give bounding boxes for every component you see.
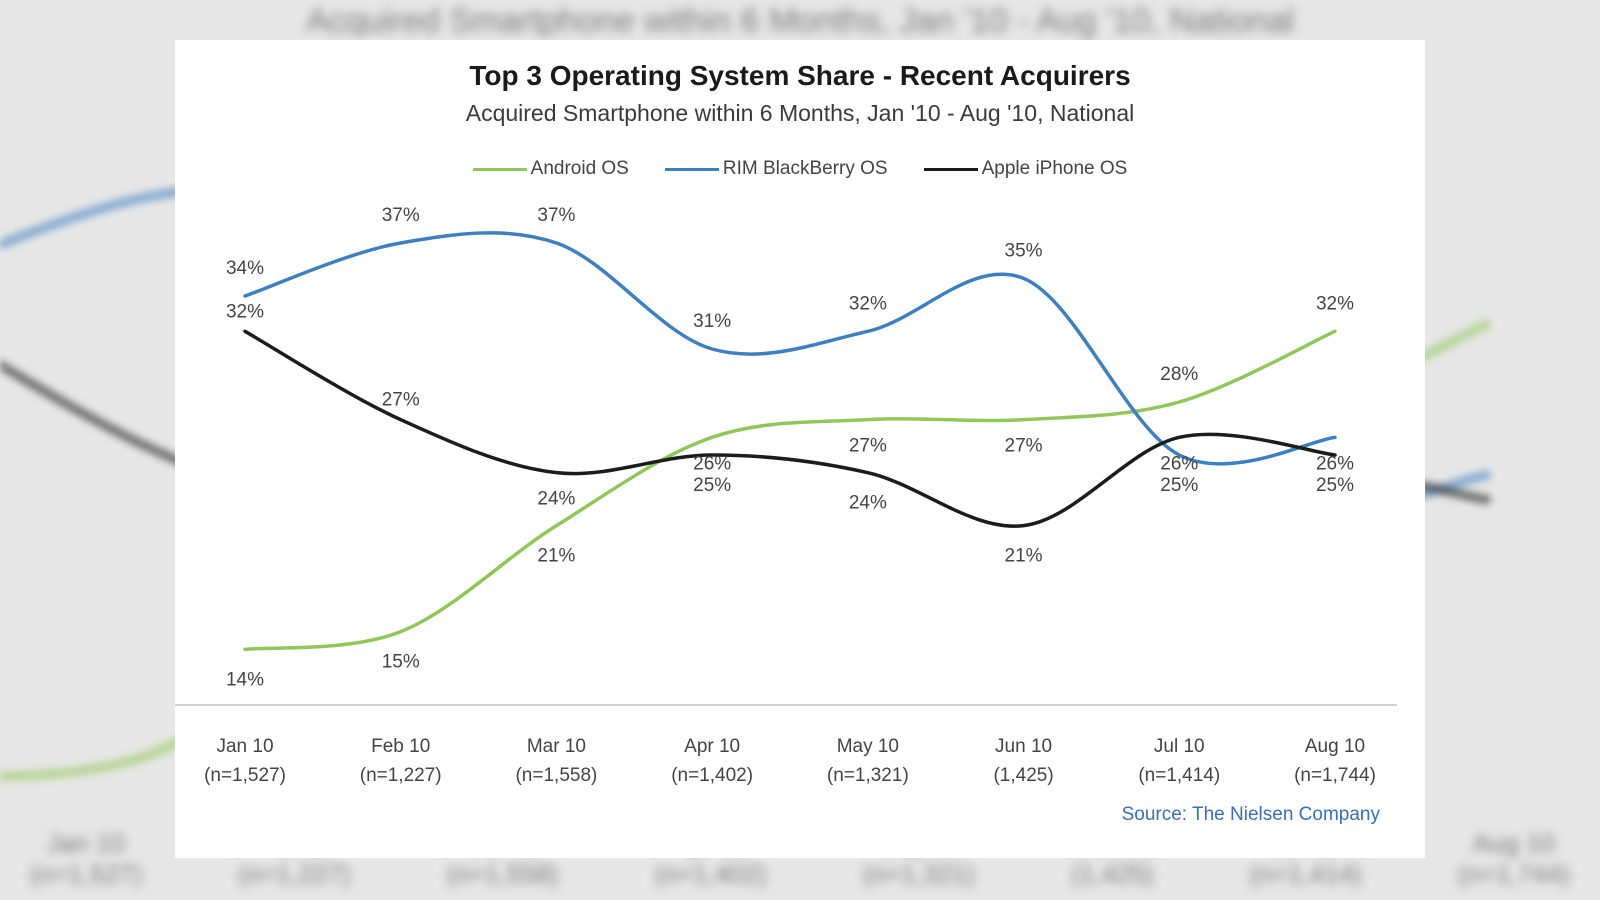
data-label-android-os: 27% bbox=[849, 436, 887, 457]
data-label-rim-blackberry-os: 25% bbox=[1160, 475, 1198, 496]
data-label-apple-iphone-os: 25% bbox=[1316, 475, 1354, 496]
x-tick-sample-size: (n=1,227) bbox=[360, 765, 442, 786]
x-tick-sample-size: (n=1,527) bbox=[204, 765, 286, 786]
chart-card: Top 3 Operating System Share - Recent Ac… bbox=[175, 40, 1425, 858]
data-label-android-os: 15% bbox=[382, 652, 420, 673]
x-tick-label: Mar 10 bbox=[527, 736, 586, 757]
data-label-apple-iphone-os: 32% bbox=[226, 301, 264, 322]
legend-label: RIM BlackBerry OS bbox=[722, 158, 888, 179]
data-label-apple-iphone-os: 27% bbox=[382, 390, 420, 411]
legend-label: Android OS bbox=[530, 158, 629, 179]
x-tick-label: Aug 10 bbox=[1305, 736, 1365, 757]
data-label-apple-iphone-os: 24% bbox=[849, 493, 887, 514]
series-line-apple-iphone-os bbox=[243, 329, 1337, 528]
legend-swatch bbox=[472, 167, 527, 171]
data-label-android-os: 28% bbox=[1160, 364, 1198, 385]
data-label-rim-blackberry-os: 34% bbox=[226, 258, 264, 279]
backdrop-tick-label: Aug 10 (n=1,744) bbox=[1457, 828, 1570, 889]
chart-title: Top 3 Operating System Share - Recent Ac… bbox=[469, 60, 1131, 91]
series-line-rim-blackberry-os bbox=[243, 231, 1337, 466]
x-tick-sample-size: (n=1,414) bbox=[1138, 765, 1220, 786]
legend-swatch bbox=[664, 167, 719, 171]
legend-item-apple-iphone-os: Apple iPhone OS bbox=[923, 158, 1128, 180]
data-label-rim-blackberry-os: 37% bbox=[537, 205, 575, 226]
data-label-apple-iphone-os: 21% bbox=[1005, 546, 1043, 567]
chart-plot-area: 14% 15% 21% 26% 27% 27% 28% 32% 34% 37% 37% 31% 32% 3… bbox=[175, 205, 1397, 786]
x-tick-sample-size: (n=1,402) bbox=[671, 765, 753, 786]
data-label-android-os: 26% bbox=[693, 453, 731, 474]
x-tick-sample-size: (n=1,321) bbox=[827, 765, 909, 786]
legend-item-android-os: Android OS bbox=[472, 158, 629, 180]
data-label-android-os: 27% bbox=[1005, 436, 1043, 457]
x-tick-label: Jun 10 bbox=[995, 736, 1052, 757]
series-line-android-os bbox=[243, 329, 1337, 652]
chart-subtitle: Acquired Smartphone within 6 Months, Jan… bbox=[465, 100, 1135, 126]
backdrop-subtitle: Acquired Smartphone within 6 Months, Jan… bbox=[305, 2, 1295, 40]
data-label-android-os: 32% bbox=[1316, 293, 1354, 314]
legend-item-rim-blackberry-os: RIM BlackBerry OS bbox=[664, 158, 888, 180]
x-tick-label: Jan 10 bbox=[216, 736, 273, 757]
data-label-android-os: 14% bbox=[226, 669, 264, 690]
data-label-apple-iphone-os: 26% bbox=[1160, 453, 1198, 474]
x-tick-sample-size: (1,425) bbox=[993, 765, 1053, 786]
legend-swatch bbox=[923, 167, 978, 171]
chart-legend: Android OS RIM BlackBerry OS Apple iPhone … bbox=[175, 158, 1425, 180]
x-tick-label: Feb 10 bbox=[371, 736, 430, 757]
x-tick-label: Apr 10 bbox=[684, 736, 740, 757]
data-label-android-os: 21% bbox=[537, 546, 575, 567]
x-tick-label: Jul 10 bbox=[1154, 736, 1205, 757]
x-tick-label: May 10 bbox=[837, 736, 899, 757]
data-label-rim-blackberry-os: 26% bbox=[1316, 453, 1354, 474]
source-note: Source: The Nielsen Company bbox=[1121, 804, 1380, 825]
legend-label: Apple iPhone OS bbox=[981, 158, 1128, 179]
data-label-rim-blackberry-os: 37% bbox=[382, 205, 420, 226]
data-label-apple-iphone-os: 24% bbox=[537, 489, 575, 510]
backdrop-tick-label: Jan 10 (n=1,527) bbox=[30, 828, 143, 889]
x-tick-sample-size: (n=1,744) bbox=[1294, 765, 1376, 786]
data-label-rim-blackberry-os: 31% bbox=[693, 311, 731, 332]
data-label-rim-blackberry-os: 35% bbox=[1005, 240, 1043, 261]
data-label-apple-iphone-os: 25% bbox=[693, 475, 731, 496]
data-label-rim-blackberry-os: 32% bbox=[849, 293, 887, 314]
x-tick-sample-size: (n=1,558) bbox=[515, 765, 597, 786]
